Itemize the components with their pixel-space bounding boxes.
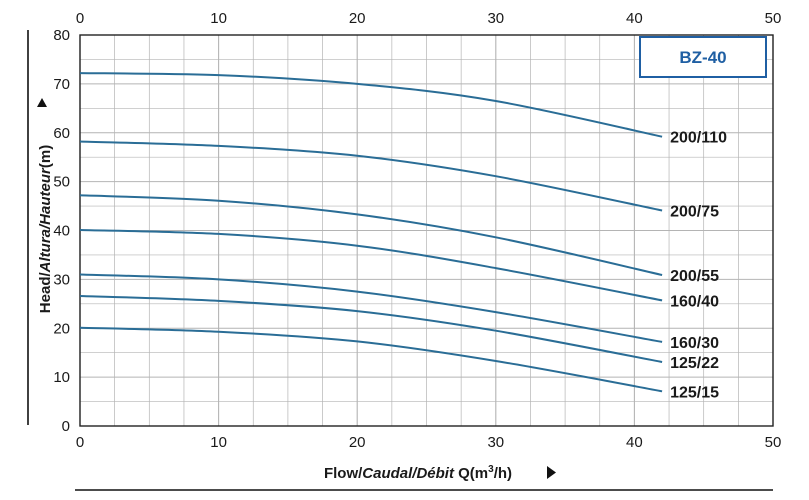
x-tick-label-top: 50 <box>765 10 782 27</box>
y-tick-label: 80 <box>53 27 70 44</box>
y-tick-label: 30 <box>53 271 70 288</box>
series-label-125-15: 125/15 <box>670 384 719 401</box>
grid <box>79 34 774 427</box>
y-tick-label: 20 <box>53 320 70 337</box>
x-tick-label-top: 20 <box>349 10 366 27</box>
y-axis-arrow-icon <box>37 98 47 107</box>
series-lines <box>79 72 663 393</box>
series-line-125-22 <box>79 295 663 363</box>
series-label-125-22: 125/22 <box>670 355 719 372</box>
x-axis-title-part-3: Débit <box>416 465 455 482</box>
y-axis-title-part-3: Hauteur <box>37 167 54 225</box>
y-axis-title-part-1: Head/ <box>37 272 54 314</box>
y-axis-title-part-2: Altura/ <box>37 223 54 273</box>
series-line-125-15 <box>79 326 663 393</box>
chart-title-badge: BZ-40 <box>639 36 767 78</box>
x-tick-label-bottom: 30 <box>487 434 504 451</box>
x-tick-label-bottom: 0 <box>76 434 84 451</box>
x-tick-label-bottom: 50 <box>765 434 782 451</box>
series-label-200-110: 200/110 <box>670 130 727 147</box>
x-axis-title-superscript: 3 <box>488 464 494 475</box>
series-line-160-30 <box>79 273 663 343</box>
series-label-200-75: 200/75 <box>670 203 719 220</box>
y-tick-label: 0 <box>62 418 70 435</box>
series-label-160-30: 160/30 <box>670 335 719 352</box>
series-label-200-55: 200/55 <box>670 268 719 285</box>
x-axis-title-part-1: Flow/ <box>324 465 363 482</box>
x-tick-label-top: 40 <box>626 10 643 27</box>
x-axis-title: Flow/Caudal/Débit Q(m3/h) <box>324 464 512 482</box>
y-tick-label: 40 <box>53 223 70 240</box>
y-axis-title: Head/Altura/Hauteur(m) <box>37 145 54 313</box>
series-line-160-40 <box>79 229 663 302</box>
series-line-200-55 <box>79 194 663 276</box>
y-tick-label: 50 <box>53 174 70 191</box>
x-axis-title-part-6: /h) <box>494 465 512 482</box>
series-label-160-40: 160/40 <box>670 293 719 310</box>
y-tick-label: 10 <box>53 369 70 386</box>
x-tick-label-top: 30 <box>487 10 504 27</box>
series-line-200-75 <box>79 140 663 212</box>
chart-title: BZ-40 <box>679 48 726 67</box>
x-tick-label-top: 0 <box>76 10 84 27</box>
y-tick-label: 70 <box>53 76 70 93</box>
x-tick-label-bottom: 10 <box>210 434 227 451</box>
x-tick-label-top: 10 <box>210 10 227 27</box>
series-line-200-110 <box>79 72 663 138</box>
y-axis-title-part-4: (m) <box>37 145 54 168</box>
x-axis-arrow-icon <box>547 466 556 479</box>
x-axis-title-part-2: Caudal/ <box>362 465 418 482</box>
x-axis-title-part-4: Q(m <box>454 465 488 482</box>
series-labels: 200/110 200/75 200/55 160/40 160/30 125/22 125… <box>670 130 727 402</box>
x-tick-label-bottom: 40 <box>626 434 643 451</box>
y-tick-label: 60 <box>53 125 70 142</box>
x-tick-label-bottom: 20 <box>349 434 366 451</box>
